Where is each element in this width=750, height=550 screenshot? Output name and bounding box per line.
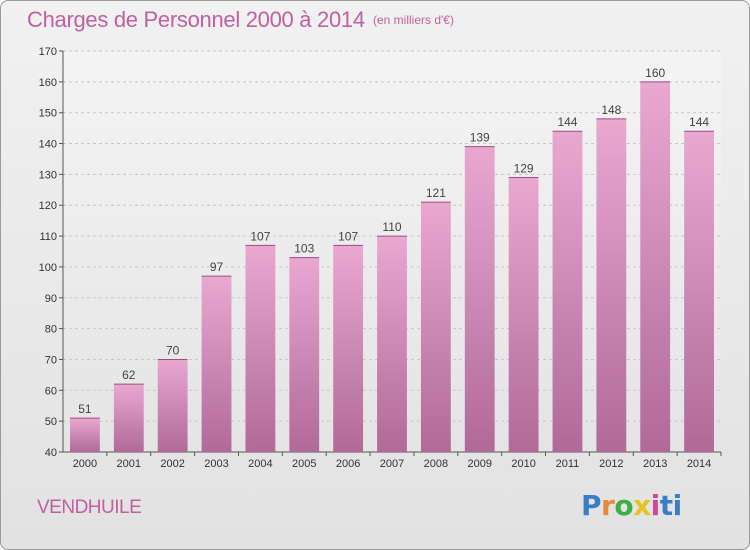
x-tick-label-2010: 2010	[511, 458, 535, 470]
data-label-2013: 160	[645, 66, 665, 80]
y-tick-label: 110	[39, 231, 57, 243]
x-tick-label-2014: 2014	[687, 458, 711, 470]
bars	[70, 81, 714, 452]
commune-name: VENDHUILE	[37, 497, 142, 518]
chart-subtitle: (en milliers d'€)	[373, 13, 454, 27]
x-tick-label-2009: 2009	[467, 458, 491, 470]
y-tick-label: 150	[39, 108, 57, 120]
bar-2011	[552, 131, 583, 452]
bar-2000	[70, 418, 100, 452]
bar-2007	[377, 236, 407, 452]
data-labels: 51 62 70 97 107 103 107 110 121 139 129 144 148 160 14…	[78, 66, 709, 416]
logo-letter: ti	[659, 489, 682, 522]
logo-letter: r	[601, 489, 615, 522]
data-label-2010: 129	[514, 161, 534, 175]
data-label-2006: 107	[338, 229, 358, 243]
x-tick-label-2007: 2007	[380, 458, 404, 470]
data-label-2003: 97	[210, 260, 224, 274]
data-label-2002: 70	[166, 343, 180, 357]
bar-2013	[640, 81, 671, 452]
x-tick-label-2011: 2011	[556, 458, 580, 470]
data-label-2011: 144	[557, 115, 577, 129]
y-tick-label: 130	[39, 169, 57, 181]
bar-2002	[157, 359, 188, 452]
data-label-2004: 107	[250, 229, 270, 243]
y-tick-label: 170	[39, 46, 57, 58]
x-tick-label-2005: 2005	[292, 458, 316, 470]
y-tick-label: 100	[39, 262, 57, 274]
x-tick-label-2004: 2004	[248, 458, 272, 470]
x-tick-label-2012: 2012	[599, 458, 623, 470]
axes: 40 50 60 70 80 90 100 110 120 130 140 150 160 170 2000…	[39, 46, 722, 470]
bar-2001	[113, 384, 144, 452]
y-tick-label: 50	[45, 416, 57, 428]
y-tick-label: 60	[45, 385, 57, 397]
data-label-2005: 103	[294, 242, 314, 256]
proxiti-logo[interactable]: Proxiti	[581, 489, 682, 522]
bar-2008	[420, 202, 451, 452]
y-tick-label: 140	[39, 139, 57, 151]
y-tick-label: 90	[45, 293, 57, 305]
bar-2004	[245, 245, 276, 452]
x-tick-label-2002: 2002	[160, 458, 184, 470]
y-tick-label: 80	[45, 324, 57, 336]
bar-2006	[333, 245, 364, 452]
y-tick-label: 40	[45, 447, 57, 459]
x-tick-label-2006: 2006	[336, 458, 360, 470]
data-label-2012: 148	[601, 103, 621, 117]
x-tick-label-2003: 2003	[204, 458, 228, 470]
bar-2014	[684, 131, 714, 452]
y-tick-label: 120	[39, 200, 57, 212]
data-label-2008: 121	[426, 186, 446, 200]
bar-2010	[508, 177, 539, 452]
logo-letter: i	[650, 489, 661, 522]
logo-letter: o	[614, 489, 634, 522]
chart-title: Charges de Personnel 2000 à 2014	[27, 7, 365, 32]
x-tick-label-2008: 2008	[424, 458, 448, 470]
y-tick-label: 160	[39, 77, 57, 89]
y-tick-label: 70	[45, 354, 57, 366]
x-tick-label-2013: 2013	[643, 458, 667, 470]
data-label-2001: 62	[122, 368, 136, 382]
data-label-2009: 139	[470, 131, 490, 145]
data-label-2014: 144	[689, 115, 709, 129]
bar-2005	[289, 257, 320, 452]
logo-letter: P	[581, 489, 602, 522]
data-label-2000: 51	[78, 402, 92, 416]
logo-letter: x	[633, 489, 651, 522]
data-label-2007: 110	[382, 220, 401, 234]
bar-2012	[596, 118, 627, 452]
bar-2009	[464, 146, 495, 452]
x-tick-label-2001: 2001	[117, 458, 141, 470]
x-tick-label-2000: 2000	[73, 458, 97, 470]
bar-2003	[201, 276, 232, 452]
